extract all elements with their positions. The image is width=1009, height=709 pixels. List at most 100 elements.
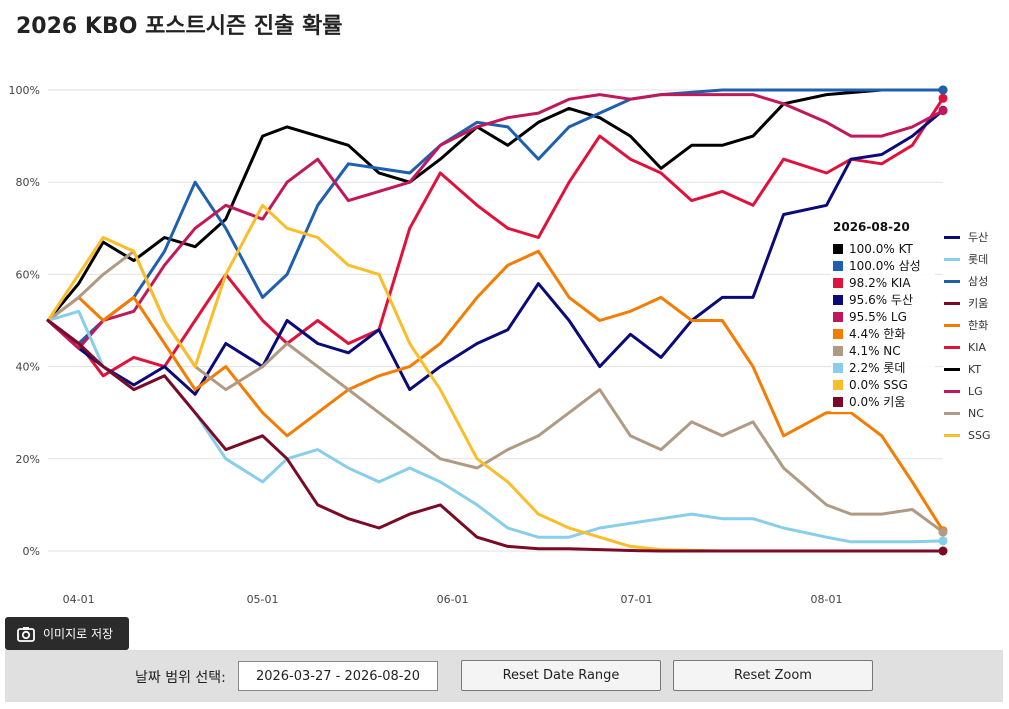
legend-item[interactable]: NC (944, 402, 1004, 424)
tooltip-text: 98.2% KIA (849, 275, 911, 290)
y-tick-label: 20% (16, 453, 40, 466)
legend-label: NC (968, 406, 984, 420)
legend-line (944, 323, 960, 327)
series-line[interactable] (46, 108, 945, 396)
x-axis: 04-01 05-01 06-01 07-01 08-01 (63, 593, 843, 606)
tooltip-text: 0.0% 키움 (849, 395, 906, 409)
tooltip-swatch (833, 243, 843, 254)
camera-icon (17, 626, 35, 642)
y-tick-label: 40% (16, 361, 40, 374)
tooltip-swatch (833, 294, 843, 305)
y-axis: 0% 20% 40% 60% 80% 100% (9, 84, 40, 558)
legend-line (944, 345, 960, 349)
legend-item[interactable]: 두산 (944, 226, 1004, 248)
legend-line (944, 367, 960, 371)
legend-item[interactable]: KIA (944, 336, 1004, 358)
tooltip-row: 4.4% 한화 (833, 325, 933, 342)
tooltip-row: 0.0% 키움 (833, 393, 933, 410)
tooltip-swatch (833, 260, 843, 271)
y-tick-label: 0% (23, 545, 40, 558)
save-image-button[interactable]: 이미지로 저장 (5, 617, 129, 650)
x-tick-label: 07-01 (621, 593, 653, 606)
legend-label: 삼성 (968, 275, 989, 288)
legend-line (944, 433, 960, 437)
legend-item[interactable]: SSG (944, 424, 1004, 446)
hover-tooltip: 2026-08-20 100.0% KT 100.0% 삼성 98.2% KIA 95… (831, 218, 935, 412)
tooltip-swatch (833, 277, 843, 288)
tooltip-date: 2026-08-20 (833, 220, 910, 234)
grid-lines (48, 89, 943, 552)
series-line[interactable] (46, 319, 945, 553)
legend-line (944, 257, 960, 261)
series-line[interactable] (46, 88, 945, 322)
y-tick-label: 100% (9, 84, 40, 97)
tooltip-swatch (833, 345, 843, 356)
legend-label: LG (968, 384, 983, 398)
series-end-point[interactable] (938, 527, 948, 537)
tooltip-swatch (833, 311, 843, 322)
legend-item[interactable]: 한화 (944, 314, 1004, 336)
tooltip-row: 4.1% NC (833, 342, 933, 359)
legend-item[interactable]: LG (944, 380, 1004, 402)
legend-line (944, 279, 960, 283)
tooltip-row: 2.2% 롯데 (833, 359, 933, 376)
page-title: 2026 KBO 포스트시즌 진출 확률 (16, 14, 343, 39)
x-tick-label: 04-01 (63, 593, 95, 606)
reset-zoom-button[interactable]: Reset Zoom (673, 660, 873, 691)
series-end-point[interactable] (938, 93, 948, 103)
tooltip-text: 100.0% 삼성 (849, 259, 921, 273)
series-line[interactable] (46, 88, 945, 345)
series-end-point[interactable] (938, 536, 948, 546)
legend-item[interactable]: 삼성 (944, 270, 1004, 292)
series-end-point[interactable] (938, 546, 948, 556)
tooltip-swatch (833, 328, 843, 339)
tooltip-swatch (833, 396, 843, 407)
tooltip-row: 98.2% KIA (833, 274, 933, 291)
tooltip-text: 2.2% 롯데 (849, 361, 906, 375)
legend-line (944, 235, 960, 239)
legend-item[interactable]: 키움 (944, 292, 1004, 314)
x-tick-label: 06-01 (437, 593, 469, 606)
tooltip-text: 95.5% LG (849, 309, 907, 324)
tooltip-text: 4.4% 한화 (849, 327, 906, 341)
tooltip-text: 95.6% 두산 (849, 293, 914, 307)
legend-label: 두산 (968, 231, 989, 244)
legend-line (944, 411, 960, 415)
series-end-markers (938, 85, 948, 556)
date-controls-bar: 날짜 범위 선택: 2026-03-27 - 2026-08-20 Reset … (5, 650, 1003, 702)
series-lines (46, 88, 945, 553)
reset-date-range-button[interactable]: Reset Date Range (461, 660, 661, 691)
date-range-input[interactable]: 2026-03-27 - 2026-08-20 (238, 661, 438, 691)
x-tick-label: 05-01 (247, 593, 279, 606)
series-line[interactable] (46, 249, 945, 533)
y-tick-label: 60% (16, 268, 40, 281)
series-line[interactable] (46, 203, 945, 553)
legend-label: 한화 (968, 319, 989, 332)
series-line[interactable] (46, 96, 945, 378)
line-chart[interactable]: 0%20%40%60%80%100% 04-01 05-01 06-01 07-01 0… (0, 0, 1009, 640)
tooltip-swatch (833, 379, 843, 390)
legend-line (944, 389, 960, 393)
tooltip-row: 95.5% LG (833, 308, 933, 325)
series-end-point[interactable] (938, 85, 948, 95)
tooltip-text: 0.0% SSG (849, 377, 908, 392)
x-tick-label: 08-01 (811, 593, 843, 606)
tooltip-swatch (833, 362, 843, 373)
tooltip-row: 100.0% KT (833, 240, 933, 257)
legend-label: 키움 (968, 297, 989, 310)
save-image-label: 이미지로 저장 (43, 627, 114, 641)
series-end-point[interactable] (938, 106, 948, 116)
tooltip-row: 100.0% 삼성 (833, 257, 933, 274)
y-tick-label: 80% (16, 176, 40, 189)
tooltip-text: 4.1% NC (849, 343, 901, 358)
legend-line (944, 301, 960, 305)
legend-item[interactable]: 롯데 (944, 248, 1004, 270)
tooltip-row: 0.0% SSG (833, 376, 933, 393)
series-line[interactable] (46, 93, 945, 350)
legend-label: KT (968, 362, 982, 376)
series-line[interactable] (46, 249, 945, 534)
date-range-label: 날짜 범위 선택: (135, 670, 226, 686)
legend-item[interactable]: KT (944, 358, 1004, 380)
legend-label: 롯데 (968, 253, 989, 266)
